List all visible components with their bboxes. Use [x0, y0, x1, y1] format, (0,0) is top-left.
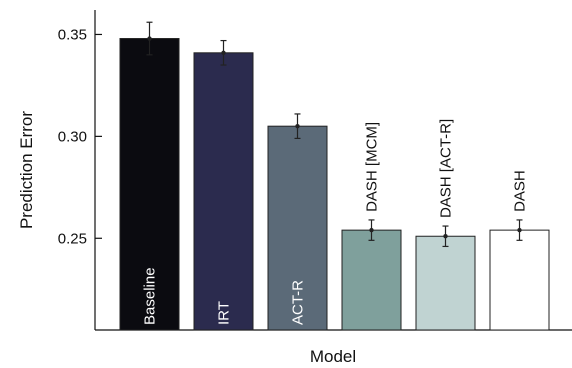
- bar-dash-act-r: [415, 235, 476, 331]
- bar-category-label: DASH [ACT-R]: [438, 119, 455, 218]
- x-axis-title: Model: [310, 347, 356, 366]
- mean-point: [295, 123, 300, 129]
- bar-category-label: IRT: [216, 301, 233, 325]
- bar-irt: [193, 52, 254, 331]
- mean-point: [443, 234, 448, 239]
- bar-category-label: DASH [MCM]: [364, 122, 381, 212]
- y-tick-label: 0.30: [58, 128, 87, 145]
- y-tick-label: 0.35: [58, 26, 87, 43]
- error-bars: [146, 21, 523, 248]
- mean-point: [147, 36, 152, 41]
- bar-dash: [489, 229, 550, 331]
- bar-category-label: DASH: [512, 170, 529, 212]
- bars: [119, 38, 550, 331]
- bar-category-label: ACT-R: [290, 280, 307, 325]
- y-axis-title: Prediction Error: [17, 111, 36, 229]
- bar-labels: Baseline IRT ACT-R DASH [MCM] DASH [ACT-R] DA…: [142, 119, 529, 325]
- bar-category-label: Baseline: [142, 267, 159, 325]
- y-ticks: 0.25 0.30 0.35: [58, 26, 102, 247]
- bar-dash-mcm: [341, 229, 402, 331]
- y-tick-label: 0.25: [58, 230, 87, 247]
- mean-point: [517, 227, 522, 233]
- mean-point: [221, 50, 226, 56]
- bar-act-r: [267, 125, 328, 331]
- mean-point: [369, 227, 374, 233]
